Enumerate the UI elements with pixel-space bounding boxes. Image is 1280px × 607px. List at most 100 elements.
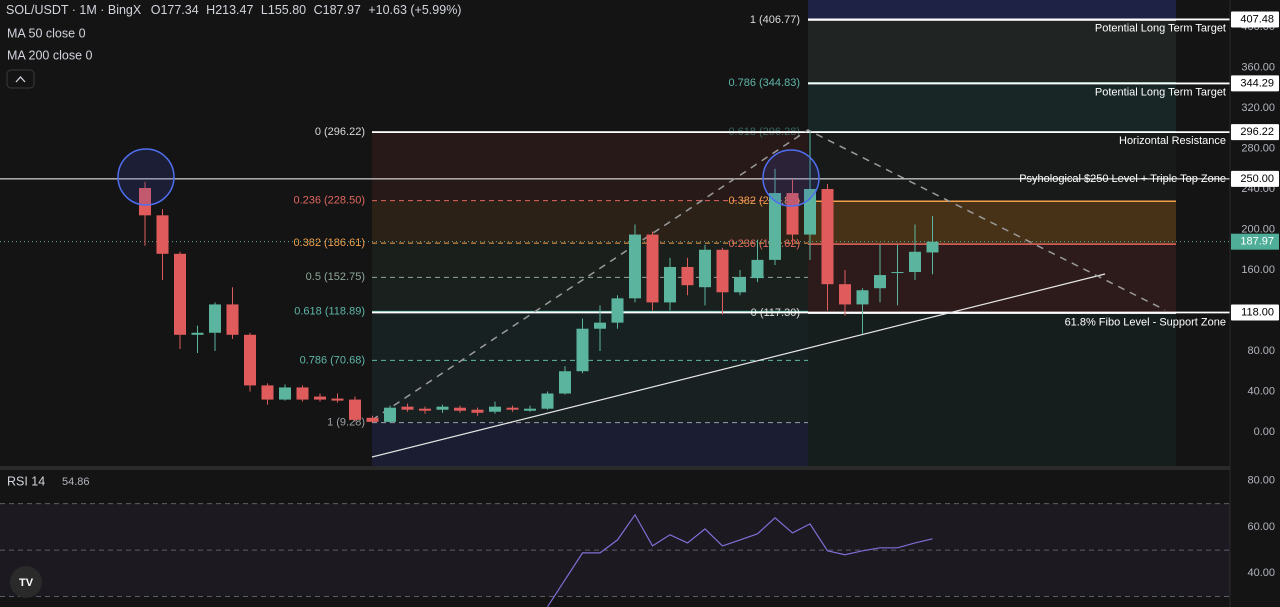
candle-body bbox=[314, 396, 326, 400]
price-tag bbox=[1231, 170, 1279, 187]
highlight-circle bbox=[117, 148, 175, 206]
symbol: SOL/USDT · 1M · BingX bbox=[6, 3, 142, 17]
ohlc-low: L155.80 bbox=[261, 3, 306, 17]
projection-path bbox=[371, 129, 1166, 421]
fib-label: 0.786 (70.68) bbox=[300, 354, 365, 366]
candle-body bbox=[646, 234, 659, 303]
candle-body bbox=[716, 249, 729, 293]
candle-body bbox=[139, 187, 151, 216]
candle-body bbox=[174, 253, 186, 335]
price-tag bbox=[1231, 75, 1279, 92]
y-tick-label: 200.00 bbox=[1241, 223, 1275, 235]
ohlc-change: +10.63 (+5.99%) bbox=[368, 3, 461, 17]
candle-body bbox=[384, 407, 396, 422]
y-tick-label: 280.00 bbox=[1241, 142, 1275, 154]
candle-body bbox=[821, 189, 834, 285]
fib-zone bbox=[372, 132, 808, 201]
candle-body bbox=[751, 259, 764, 279]
collapse-button[interactable] bbox=[6, 69, 35, 89]
annotation: Psyhological $250 Level + Triple Top Zon… bbox=[1019, 173, 1226, 185]
price-tag-label: 407.48 bbox=[1240, 13, 1274, 25]
candle-body bbox=[506, 407, 519, 410]
candle-body bbox=[664, 266, 676, 303]
candle-body bbox=[331, 398, 344, 401]
rsi-title: RSI 14 bbox=[7, 474, 45, 488]
chart-header: SOL/USDT · 1M · BingX O177.34 H213.47 L1… bbox=[6, 3, 461, 17]
price-tag bbox=[1231, 11, 1279, 28]
candle-body bbox=[191, 332, 204, 335]
fib-zone bbox=[808, 0, 1176, 21]
candle-body bbox=[244, 334, 256, 386]
y-tick-label: 320.00 bbox=[1241, 102, 1275, 114]
candle-body bbox=[226, 304, 239, 335]
price-tag bbox=[1231, 124, 1279, 141]
y-tick-label: 160.00 bbox=[1241, 264, 1275, 276]
candle-body bbox=[891, 272, 904, 274]
fib-zone bbox=[808, 132, 1176, 202]
y-tick-label: 40.00 bbox=[1247, 385, 1275, 397]
fib-label: 0.382 (186.61) bbox=[293, 237, 365, 249]
candle-body bbox=[489, 406, 501, 412]
candle-body bbox=[839, 284, 851, 305]
fib-zone bbox=[372, 422, 808, 466]
price-tag bbox=[1231, 233, 1279, 250]
highlight-circle bbox=[762, 149, 820, 207]
candle-body bbox=[436, 406, 449, 410]
annotation: Potential Long Term Target bbox=[1095, 86, 1226, 98]
fib-label: 0.236 (185.62) bbox=[728, 238, 800, 250]
candle-body bbox=[296, 387, 309, 400]
candle-body bbox=[786, 193, 799, 235]
candle-body bbox=[734, 277, 746, 293]
annotation: Potential Long Term Target bbox=[1095, 22, 1226, 34]
candle-body bbox=[349, 399, 361, 420]
rsi-tick-label: 40.00 bbox=[1247, 567, 1275, 579]
candle-body bbox=[576, 328, 589, 372]
candle-body bbox=[261, 385, 274, 400]
fib-label: 0.5 (152.75) bbox=[306, 271, 365, 283]
fib-zone bbox=[372, 243, 808, 278]
fib-zone bbox=[808, 20, 1176, 83]
fib-zone bbox=[372, 360, 808, 423]
ohlc-high: H213.47 bbox=[206, 3, 253, 17]
candle-body bbox=[594, 322, 606, 329]
ohlc-close: C187.97 bbox=[314, 3, 361, 17]
y-tick-label: 0.00 bbox=[1254, 426, 1275, 438]
indicator-label: MA 200 close 0 bbox=[7, 48, 93, 62]
annotation: Horizontal Resistance bbox=[1119, 135, 1226, 147]
candle-body bbox=[699, 249, 711, 288]
candle-body bbox=[209, 304, 221, 333]
pane-separator bbox=[0, 466, 1230, 470]
candle-body bbox=[909, 251, 921, 273]
candle-body bbox=[524, 408, 536, 411]
candle-body bbox=[471, 409, 484, 413]
logo[interactable]: TV bbox=[10, 566, 42, 598]
y-tick-label: 80.00 bbox=[1247, 345, 1275, 357]
price-tag-label: 296.22 bbox=[1240, 126, 1274, 138]
y-tick-label: 360.00 bbox=[1241, 61, 1275, 73]
price-tag-label: 187.97 bbox=[1240, 236, 1274, 248]
svg-text:TV: TV bbox=[19, 577, 34, 589]
indicator-label: MA 50 close 0 bbox=[7, 26, 86, 40]
fib-zone bbox=[372, 200, 808, 244]
fib-label: 0.618 (118.89) bbox=[294, 306, 365, 318]
fib-zone bbox=[808, 82, 1176, 133]
ohlc-open: O177.34 bbox=[151, 3, 199, 17]
candle-body bbox=[366, 417, 379, 422]
axis-bg bbox=[1231, 0, 1280, 607]
price-tag-label: 118.00 bbox=[1241, 306, 1274, 318]
fib-zone bbox=[372, 311, 808, 361]
candle-body bbox=[541, 393, 554, 409]
candle-body bbox=[401, 406, 414, 410]
candle-body bbox=[926, 241, 939, 253]
candle-body bbox=[454, 407, 466, 411]
rsi-value: 54.86 bbox=[62, 476, 90, 488]
candle-body bbox=[856, 290, 869, 305]
price-tag-label: 250.00 bbox=[1240, 173, 1274, 185]
rsi-tick-label: 80.00 bbox=[1247, 474, 1275, 486]
fib-label: 0 (296.22) bbox=[315, 126, 365, 138]
candle-body bbox=[279, 387, 291, 400]
candle-body bbox=[874, 275, 886, 289]
trend-line bbox=[371, 273, 1106, 458]
